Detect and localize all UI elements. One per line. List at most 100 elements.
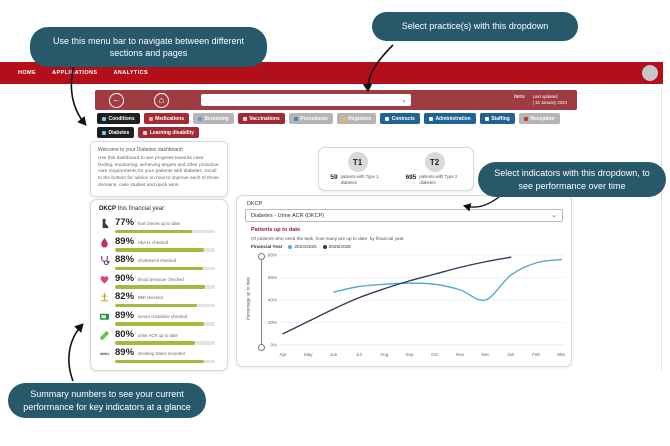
heart-icon (99, 274, 110, 285)
indicator-row-smoking-status-recorded: 89% smoking status recorded (99, 347, 219, 366)
indicators-panel-title: DKCP this financial year: (99, 206, 219, 212)
y-tick-label: 20% (268, 320, 277, 325)
x-tick-label: Mar (557, 352, 565, 357)
indicator-label: cholesterol checked (138, 258, 176, 264)
indicator-main: 90% blood pressure checked (115, 273, 219, 289)
indicator-percent: 90% (115, 272, 135, 284)
annotation-summary-numbers: Summary numbers to see your current perf… (8, 383, 206, 418)
patient-counts-panel: T1 59 patients with Type 1 diabetes T2 6… (318, 147, 474, 191)
folder-icon (341, 116, 346, 121)
indicator-main: 89% smoking status recorded (115, 347, 219, 364)
tab-label: Reception (530, 115, 555, 122)
legend-entry-label: 2024/2025 (294, 244, 317, 249)
indicator-label: blood pressure checked (138, 276, 184, 282)
indicator-top: 82% BMI checked (115, 291, 219, 302)
y-axis-range-slider (257, 253, 265, 351)
back-button[interactable]: ← (109, 92, 124, 108)
indicator-progress-fill (115, 359, 204, 364)
tab-reception[interactable]: Reception (518, 113, 560, 124)
t2-count: 695 (405, 174, 417, 181)
indicators-title-prefix: DKCP (99, 206, 117, 212)
user-avatar[interactable] (642, 65, 658, 81)
tab-administration[interactable]: Administration (423, 113, 476, 124)
slider-handle-top[interactable] (257, 253, 265, 260)
magnifier-icon (198, 116, 203, 121)
tab-screening[interactable]: Screening (193, 113, 234, 124)
indicators-summary-panel: DKCP this financial year: 77% foot checks… (90, 199, 228, 371)
last-updated-value: | 15 January 2024 (532, 100, 567, 105)
last-updated: Last updated | 15 January 2024 (533, 94, 567, 105)
indicator-percent: 82% (115, 291, 135, 303)
tabs-row-1: Conditions Medications Screening Vaccinatio… (97, 113, 560, 124)
tab-staffing[interactable]: Staffing (479, 113, 515, 124)
indicator-progress-fill (115, 303, 197, 308)
tab-learning-disability[interactable]: Learning disability (138, 127, 200, 138)
legend-entry-label: 2025/2026 (328, 244, 351, 249)
t2-label: patients with Type 2 diabetes (419, 174, 458, 185)
stethoscope-icon (99, 255, 110, 266)
chart-title: Patients up to date (251, 227, 301, 233)
x-tick-label: Jun (330, 352, 338, 357)
chart-panel-header: DKCP (247, 201, 263, 207)
home-button[interactable]: ⌂ (154, 92, 169, 108)
tab-label: Vaccinations (249, 115, 280, 122)
nav-item-applications[interactable]: APPLICATIONS (52, 70, 98, 76)
indicator-progress-fill (115, 229, 192, 233)
t2-badge: T2 (424, 152, 445, 172)
indicator-main: 89% serum creatinine checked (115, 310, 219, 326)
indicator-row-blood-pressure-checked: 90% blood pressure checked (99, 273, 219, 292)
chart-legend: Financial Year 2024/2025 2025/2026 (251, 244, 351, 249)
tab-label: Medications (155, 115, 185, 122)
tab-registers[interactable]: Registers (336, 113, 377, 124)
chevron-down-icon: ⌄ (551, 212, 557, 219)
tab-contracts[interactable]: Contracts (380, 113, 420, 124)
indicator-label: foot checks up to date (138, 221, 181, 226)
indicator-percent: 88% (115, 254, 135, 266)
annotation-indicator-dropdown: Select indicators with this dropdown, to… (478, 162, 666, 197)
tab-procedures[interactable]: Procedures (288, 113, 333, 124)
slider-handle-bottom[interactable] (257, 344, 265, 351)
nav-item-analytics[interactable]: ANALYTICS (113, 70, 149, 76)
indicator-select[interactable]: Diabetes - Urine ACR (DKCP) ⌄ (245, 209, 563, 222)
arrow-to-summary-panel (68, 323, 84, 382)
indicator-progress-bar (115, 359, 215, 364)
test-tube-icon (99, 330, 110, 341)
tabs-row-2: Diabetes Learning disability (97, 127, 200, 138)
building-icon (428, 116, 433, 121)
indicator-top: 88% cholesterol checked (115, 254, 219, 265)
legend-entry-2024-2025[interactable]: 2024/2025 (288, 244, 317, 249)
welcome-body: Use this dashboard to see progress towar… (98, 156, 219, 188)
tab-diabetes[interactable]: Diabetes (97, 127, 135, 138)
indicator-percent: 89% (115, 235, 135, 247)
tab-label: Procedures (300, 115, 328, 122)
syringe-icon (242, 116, 247, 121)
practice-select[interactable]: ⌄ (201, 94, 411, 106)
indicator-progress-bar (115, 229, 215, 233)
drop-icon (102, 130, 106, 135)
indicator-select-value: Diabetes - Urine ACR (DKCP) (251, 212, 325, 219)
tab-label: Contracts (391, 115, 415, 122)
legend-entry-2025-2026[interactable]: 2025/2026 (322, 244, 351, 249)
indicator-main: 77% foot checks up to date (115, 217, 219, 233)
document-icon (385, 116, 390, 121)
tab-label: Administration (435, 115, 471, 122)
x-tick-label: Nov (456, 352, 465, 357)
tab-medications[interactable]: Medications (143, 113, 190, 124)
puzzle-icon (143, 130, 148, 135)
legend-dot (322, 244, 327, 249)
indicator-progress-fill (115, 248, 204, 252)
indicator-row-foot-checks-up-to-date: 77% foot checks up to date (99, 217, 219, 236)
person-icon (484, 116, 489, 121)
nav-item-home[interactable]: HOME (18, 70, 37, 76)
tab-vaccinations[interactable]: Vaccinations (237, 113, 285, 124)
tab-conditions[interactable]: Conditions (97, 113, 140, 124)
foot-icon (99, 218, 110, 229)
indicator-row-urine-acr-up-to-date: 80% urine ACR up to date (99, 329, 219, 348)
tab-label: Diabetes (108, 129, 130, 136)
x-tick-label: Aug (380, 352, 389, 357)
tab-label: Learning disability (149, 129, 195, 136)
y-tick-label: 0% (270, 343, 277, 348)
welcome-title: Welcome to your Diabetes dashboard! (98, 147, 183, 153)
indicator-label: BMI checked (138, 295, 163, 301)
